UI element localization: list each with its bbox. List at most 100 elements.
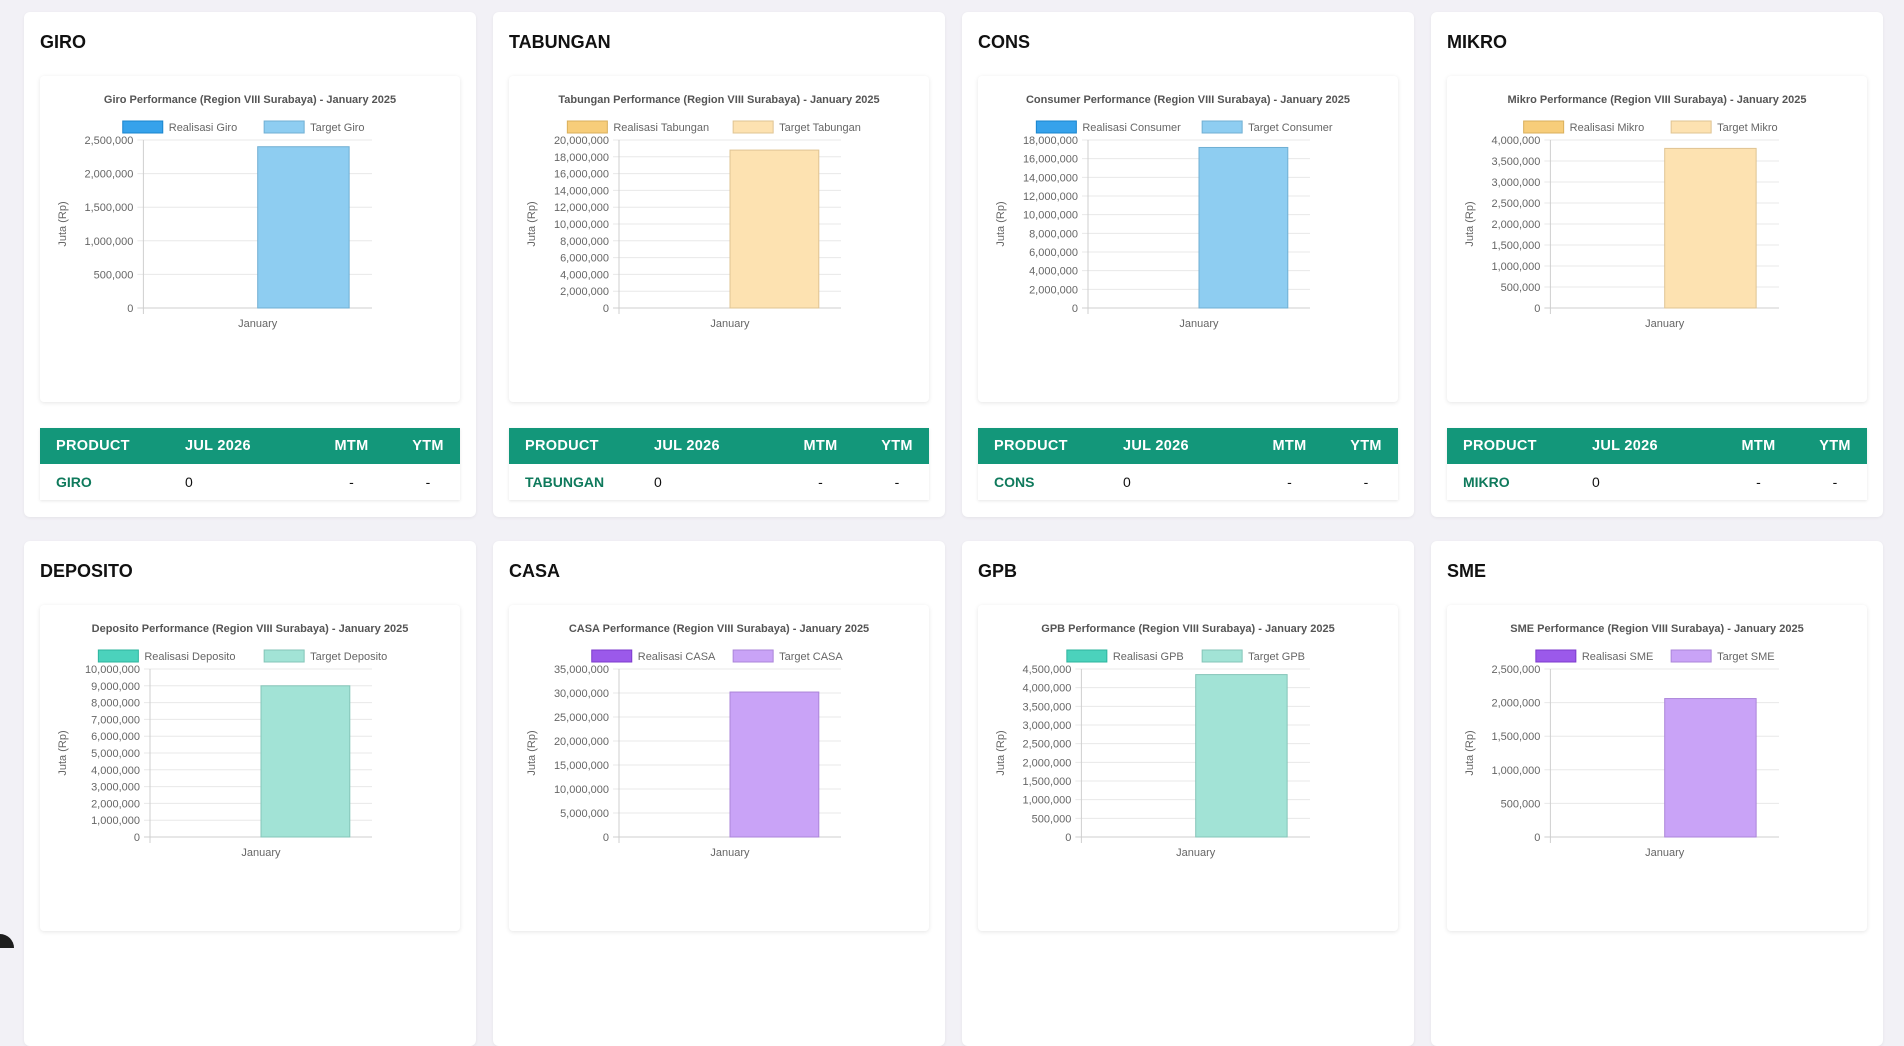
legend-swatch-0: [1535, 649, 1577, 663]
legend-swatch-1: [263, 120, 305, 134]
bar-chart: Deposito Performance (Region VIII Suraba…: [57, 623, 409, 859]
card-giro: GIRO Giro Performance (Region VIII Surab…: [24, 12, 476, 517]
header-mtm: MTM: [776, 428, 865, 464]
chart-title: SME Performance (Region VIII Surabaya) -…: [1510, 623, 1803, 635]
card-title: TABUNGAN: [509, 32, 611, 52]
card-tabungan: TABUNGAN Tabungan Performance (Region VI…: [493, 12, 945, 517]
x-tick-label: January: [1645, 318, 1685, 330]
header-product: PRODUCT: [1447, 428, 1592, 464]
legend-swatch-1: [1670, 649, 1712, 663]
table-header-row: PRODUCT JUL 2026 MTM YTM: [1447, 428, 1867, 464]
cell-product: TABUNGAN: [509, 464, 654, 500]
x-tick-label: January: [1179, 318, 1219, 330]
chart-title: CASA Performance (Region VIII Surabaya) …: [569, 623, 869, 635]
legend-label-1: Target CASA: [779, 651, 843, 663]
y-tick-label: 0: [134, 832, 140, 844]
cell-ytm: -: [396, 464, 460, 500]
y-tick-label: 4,000,000: [1491, 135, 1540, 147]
y-tick-label: 1,500,000: [1491, 240, 1540, 252]
chart-container: Giro Performance (Region VIII Surabaya) …: [40, 76, 460, 402]
header-product: PRODUCT: [40, 428, 185, 464]
legend-label-0: Realisasi Consumer: [1082, 122, 1181, 134]
table-row: TABUNGAN 0 - -: [509, 464, 929, 500]
cell-product: CONS: [978, 464, 1123, 500]
chart-container: Mikro Performance (Region VIII Surabaya)…: [1447, 76, 1867, 402]
cell-jul: 0: [1123, 464, 1245, 500]
bar-chart: Consumer Performance (Region VIII Suraba…: [995, 94, 1350, 330]
y-tick-label: 2,500,000: [1491, 664, 1540, 676]
legend-label-0: Realisasi GPB: [1113, 651, 1184, 663]
y-tick-label: 10,000,000: [554, 784, 609, 796]
y-tick-label: 3,500,000: [1022, 701, 1071, 713]
y-tick-label: 20,000,000: [554, 736, 609, 748]
y-tick-label: 0: [127, 303, 133, 315]
table-row: CONS 0 - -: [978, 464, 1398, 500]
bar-chart: GPB Performance (Region VIII Surabaya) -…: [995, 623, 1335, 859]
x-tick-label: January: [238, 318, 278, 330]
chart-container: GPB Performance (Region VIII Surabaya) -…: [978, 605, 1398, 931]
card-title: CASA: [509, 561, 561, 581]
header-ytm: YTM: [1334, 428, 1398, 464]
cell-product: GIRO: [40, 464, 185, 500]
bar-target-deposito: [260, 685, 351, 838]
y-tick-label: 3,000,000: [91, 782, 140, 794]
legend-swatch-1: [1670, 120, 1712, 134]
cell-mtm: -: [1714, 464, 1803, 500]
y-tick-label: 8,000,000: [91, 698, 140, 710]
cell-product: MIKRO: [1447, 464, 1592, 500]
bar-target-casa: [729, 691, 820, 838]
legend-label-1: Target Mikro: [1717, 122, 1778, 134]
bar-chart: Mikro Performance (Region VIII Surabaya)…: [1464, 94, 1807, 330]
legend-label-0: Realisasi Tabungan: [613, 122, 709, 134]
bar-chart: Tabungan Performance (Region VIII Suraba…: [526, 94, 880, 330]
y-tick-label: 18,000,000: [1023, 135, 1078, 147]
product-table: PRODUCT JUL 2026 MTM YTM CONS 0 - -: [978, 428, 1398, 500]
table-header-row: PRODUCT JUL 2026 MTM YTM: [40, 428, 460, 464]
legend-label-0: Realisasi CASA: [638, 651, 716, 663]
y-axis-label: Juta (Rp): [1464, 730, 1476, 775]
y-tick-label: 5,000,000: [560, 808, 609, 820]
chart-title: Deposito Performance (Region VIII Suraba…: [92, 623, 409, 635]
y-tick-label: 25,000,000: [554, 712, 609, 724]
y-tick-label: 500,000: [1032, 813, 1072, 825]
chart-title: Giro Performance (Region VIII Surabaya) …: [104, 94, 396, 106]
y-tick-label: 14,000,000: [1023, 172, 1078, 184]
y-tick-label: 35,000,000: [554, 664, 609, 676]
y-tick-label: 15,000,000: [554, 760, 609, 772]
legend-swatch-1: [732, 120, 774, 134]
legend-label-1: Target Consumer: [1248, 122, 1333, 134]
chart-title: Tabungan Performance (Region VIII Suraba…: [558, 94, 879, 106]
y-tick-label: 8,000,000: [1029, 228, 1078, 240]
header-ytm: YTM: [396, 428, 460, 464]
legend-label-1: Target Giro: [310, 122, 364, 134]
y-tick-label: 500,000: [1501, 282, 1541, 294]
legend-label-1: Target Deposito: [310, 651, 387, 663]
product-table: PRODUCT JUL 2026 MTM YTM TABUNGAN 0 - -: [509, 428, 929, 500]
cell-mtm: -: [307, 464, 396, 500]
cell-ytm: -: [865, 464, 929, 500]
bar-target-gpb: [1195, 674, 1288, 838]
cell-mtm: -: [776, 464, 865, 500]
legend-label-0: Realisasi Deposito: [144, 651, 235, 663]
y-tick-label: 30,000,000: [554, 688, 609, 700]
bar-target-consumer: [1198, 146, 1289, 309]
y-tick-label: 3,500,000: [1491, 156, 1540, 168]
y-tick-label: 9,000,000: [91, 681, 140, 693]
header-ytm: YTM: [1803, 428, 1867, 464]
header-jul: JUL 2026: [185, 428, 307, 464]
y-tick-label: 1,000,000: [1491, 765, 1540, 777]
cell-mtm: -: [1245, 464, 1334, 500]
y-axis-label: Juta (Rp): [57, 730, 69, 775]
y-tick-label: 6,000,000: [560, 253, 609, 265]
legend-swatch-0: [1066, 649, 1108, 663]
y-tick-label: 0: [603, 832, 609, 844]
card-mikro: MIKRO Mikro Performance (Region VIII Sur…: [1431, 12, 1883, 517]
legend-swatch-1: [732, 649, 774, 663]
legend-label-0: Realisasi Mikro: [1570, 122, 1645, 134]
chart-title: Mikro Performance (Region VIII Surabaya)…: [1508, 94, 1807, 106]
y-tick-label: 1,500,000: [1491, 731, 1540, 743]
legend-swatch-0: [97, 649, 139, 663]
y-tick-label: 2,500,000: [84, 135, 133, 147]
y-tick-label: 4,000,000: [91, 765, 140, 777]
y-tick-label: 2,000,000: [91, 798, 140, 810]
